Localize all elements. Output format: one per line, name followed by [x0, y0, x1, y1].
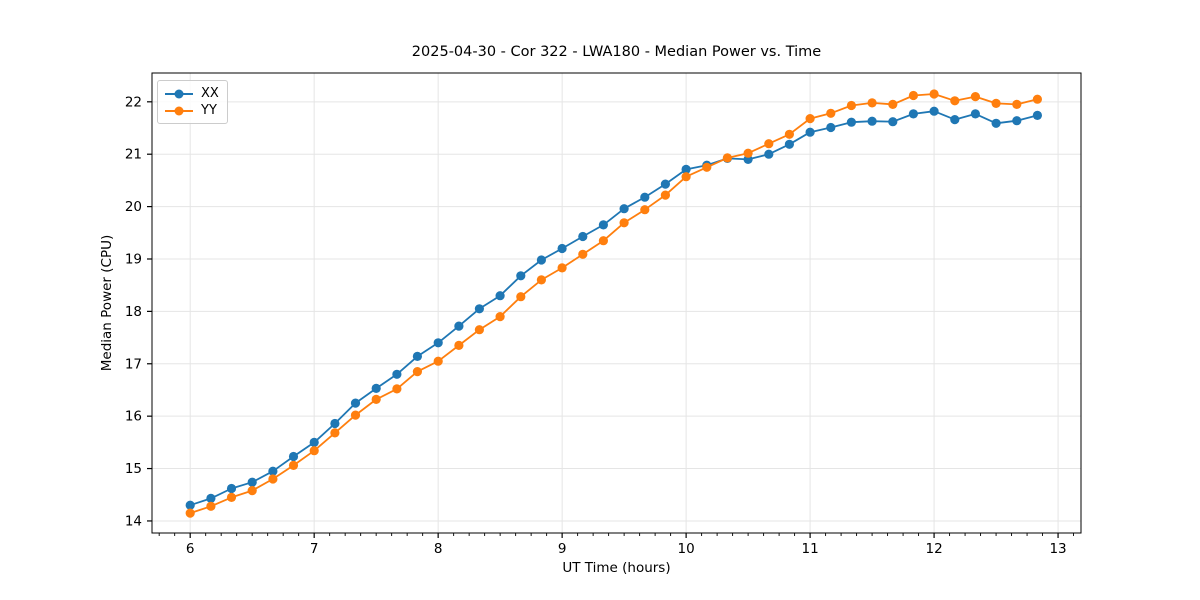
- svg-text:13: 13: [1049, 541, 1066, 557]
- svg-text:14: 14: [125, 513, 142, 529]
- chart-title: 2025-04-30 - Cor 322 - LWA180 - Median P…: [411, 44, 822, 60]
- svg-text:20: 20: [125, 199, 142, 215]
- svg-text:21: 21: [125, 147, 142, 163]
- legend-label-xx: XX: [201, 86, 219, 101]
- svg-text:17: 17: [125, 356, 142, 372]
- svg-text:15: 15: [125, 461, 142, 477]
- yy-line-marker-icon: [165, 105, 193, 116]
- svg-text:10: 10: [678, 541, 695, 557]
- svg-text:6: 6: [186, 541, 195, 557]
- gridlines: [152, 73, 1081, 533]
- legend: XX YY: [157, 80, 228, 124]
- legend-item-yy: YY: [165, 104, 220, 117]
- x-minor-ticks: [158, 533, 1075, 536]
- svg-text:9: 9: [558, 541, 567, 557]
- series-yy: [185, 89, 1042, 518]
- svg-text:12: 12: [925, 541, 942, 557]
- y-axis-ticks: 14 15 16 17 18 19 20 21 22: [125, 94, 152, 529]
- svg-text:16: 16: [125, 409, 142, 425]
- svg-text:22: 22: [125, 94, 142, 110]
- y-axis-label: Median Power (CPU): [99, 234, 115, 372]
- svg-text:19: 19: [125, 251, 142, 267]
- svg-text:7: 7: [310, 541, 319, 557]
- series-xx: [185, 106, 1042, 510]
- plot-border: [151, 72, 1082, 534]
- xx-line-marker-icon: [165, 88, 193, 99]
- x-axis-label: UT Time (hours): [562, 560, 671, 576]
- svg-text:18: 18: [125, 304, 142, 320]
- legend-label-yy: YY: [201, 103, 217, 118]
- svg-text:11: 11: [802, 541, 819, 557]
- svg-text:8: 8: [434, 541, 443, 557]
- x-axis-ticks: 6 7 8 9 10 11 12 13: [186, 533, 1067, 557]
- legend-item-xx: XX: [165, 87, 220, 100]
